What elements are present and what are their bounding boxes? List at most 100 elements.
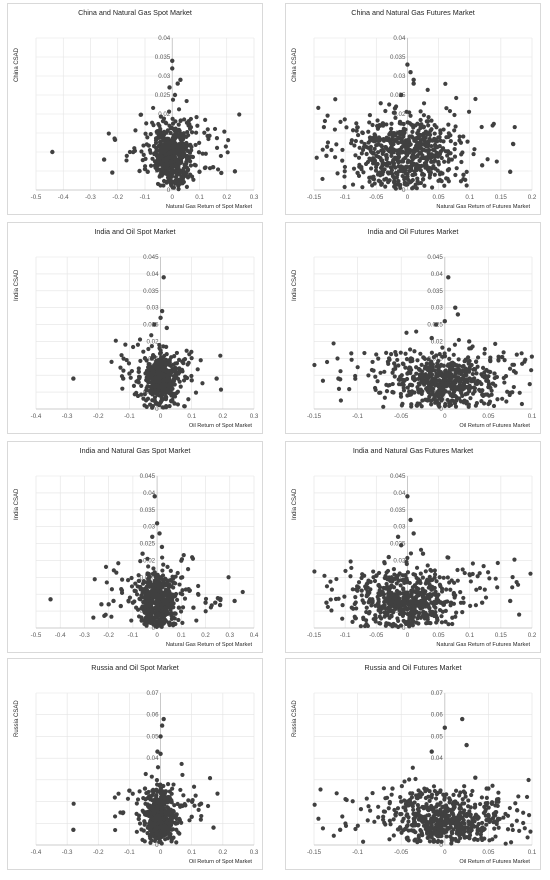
data-point [377,614,382,619]
data-point [441,374,446,379]
x-tick-label: -0.4 [31,413,42,420]
data-point [91,615,96,620]
data-point [106,131,111,136]
data-point [398,391,403,397]
data-point [155,159,160,164]
data-point [417,163,422,168]
data-point [429,185,435,190]
x-axis-label: Natural Gas Return of Spot Market [165,204,252,210]
data-point [382,820,387,825]
data-point [524,794,530,800]
data-point [438,150,443,155]
data-point [178,156,183,161]
data-point [376,815,381,820]
data-point [145,169,150,174]
y-tick-label: 0.035 [140,507,156,514]
data-point [111,598,116,604]
data-point [433,613,439,618]
data-point [461,600,466,605]
data-point [159,605,164,610]
data-point [408,517,413,523]
data-point [372,819,377,824]
data-point [152,578,157,584]
data-point [399,403,405,408]
data-point [496,825,501,830]
data-point [423,789,428,794]
data-point [403,351,408,356]
data-point [417,158,422,163]
data-point [126,599,131,604]
data-point [394,138,399,143]
data-point [196,807,201,812]
data-point [487,357,493,363]
data-point [436,358,441,364]
data-point [182,171,187,176]
data-point [157,153,162,159]
data-point [438,170,443,175]
data-point [416,578,421,583]
data-point [367,120,372,125]
data-point [162,833,167,838]
data-point [470,371,475,377]
data-point [377,138,382,143]
data-point [170,386,175,391]
data-point [382,395,387,400]
data-point [462,784,467,789]
data-point [479,124,484,130]
data-point [157,403,162,408]
x-tick-label: -0.1 [124,413,135,420]
data-point [399,543,404,548]
data-point [413,837,418,842]
data-point [124,153,129,158]
data-point [142,812,148,817]
data-point [475,574,480,579]
data-point [483,392,488,397]
data-point [170,820,175,825]
data-point [143,156,148,161]
data-point [434,399,439,404]
data-point [429,826,435,831]
data-point [495,560,500,566]
data-point [167,85,172,90]
data-point [399,799,404,804]
y-tick-label: 0.06 [431,712,444,719]
data-point [367,179,372,184]
data-point [121,810,126,815]
data-point [464,183,469,188]
data-point [158,149,163,154]
data-point [351,606,356,611]
data-point [448,393,454,398]
data-point [444,834,449,839]
data-point [411,185,416,190]
data-point [188,163,194,168]
data-point [458,590,463,595]
data-point [398,623,404,628]
data-point [442,318,447,324]
data-point [379,148,384,153]
data-point [424,144,429,149]
data-point [184,375,190,381]
data-point [479,795,484,800]
data-point [399,830,404,835]
data-point [414,186,419,191]
data-point [384,795,390,800]
scatter-plot: -0.4 -0.3 -0.2 -0.1 0 0.1 0.2 0.300.040.050.060… [31,690,259,856]
data-point [382,369,387,374]
data-point [154,361,159,367]
data-point [355,584,360,589]
data-point [411,172,416,178]
data-point [353,153,358,158]
y-tick-label: 0.03 [143,524,156,531]
data-point [162,377,167,383]
data-point [147,388,152,393]
data-point [502,380,507,385]
data-point [205,803,211,809]
data-point [375,594,380,600]
data-point [423,148,428,153]
x-tick-label: 0.1 [528,413,537,420]
data-point [174,350,180,356]
data-point [427,798,432,803]
data-point [214,135,220,141]
data-point [176,617,181,623]
data-point [471,385,477,390]
